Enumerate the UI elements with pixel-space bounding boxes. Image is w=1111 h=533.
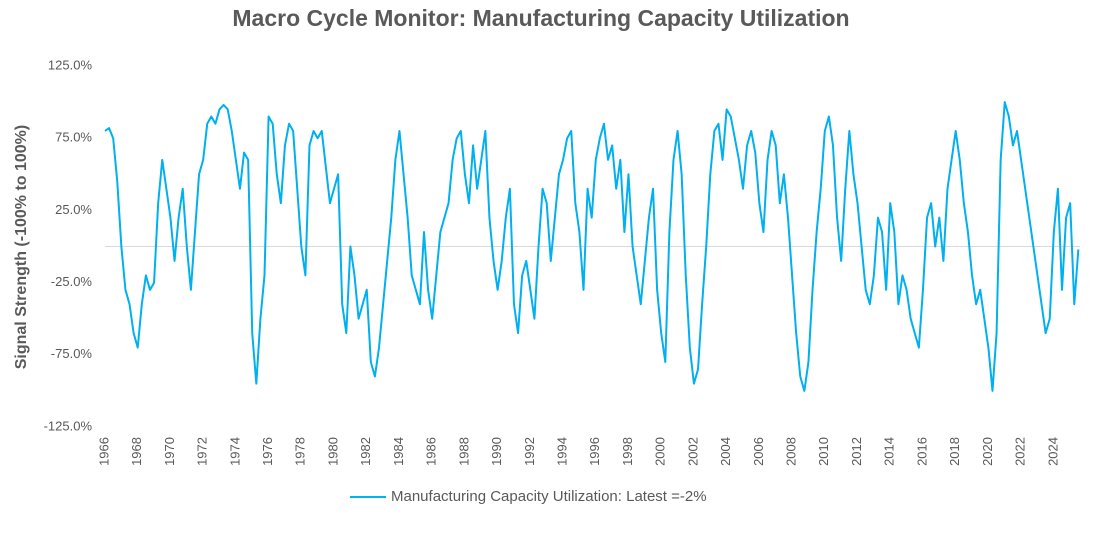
x-tick-label: 1982 (358, 437, 373, 466)
x-tick-label: 2002 (685, 437, 700, 466)
x-tick-label: 2014 (882, 437, 897, 466)
x-tick-label: 1998 (620, 437, 635, 466)
x-tick-label: 2008 (784, 437, 799, 466)
x-tick-label: 1988 (456, 437, 471, 466)
x-tick-label: 2012 (849, 437, 864, 466)
y-tick-label: -25.0% (51, 274, 93, 289)
x-tick-label: 1984 (391, 437, 406, 466)
x-tick-label: 2004 (718, 437, 733, 466)
x-tick-label: 1970 (162, 437, 177, 466)
chart-title: Macro Cycle Monitor: Manufacturing Capac… (232, 5, 849, 31)
x-tick-label: 2000 (653, 437, 668, 466)
x-tick-label: 1992 (522, 437, 537, 466)
x-tick-label: 1974 (227, 437, 242, 466)
x-tick-label: 2024 (1045, 437, 1060, 466)
y-tick-label: 25.0% (55, 202, 92, 217)
x-tick-label: 2010 (816, 437, 831, 466)
x-tick-label: 1976 (260, 437, 275, 466)
x-tick-label: 2020 (980, 437, 995, 466)
x-tick-label: 2018 (947, 437, 962, 466)
y-tick-label: 125.0% (48, 57, 93, 72)
x-tick-label: 1994 (554, 437, 569, 466)
x-tick-label: 1966 (96, 437, 111, 466)
y-axis-title: Signal Strength (-100% to 100%) (13, 125, 30, 370)
x-tick-label: 2022 (1013, 437, 1028, 466)
x-tick-label: 1968 (129, 437, 144, 466)
x-tick-label: 1986 (424, 437, 439, 466)
x-tick-label: 1990 (489, 437, 504, 466)
y-tick-label: 75.0% (55, 130, 92, 145)
y-tick-label: -75.0% (51, 346, 93, 361)
x-tick-label: 1972 (195, 437, 210, 466)
legend-label: Manufacturing Capacity Utilization: Late… (391, 488, 707, 505)
x-tick-label: 1996 (587, 437, 602, 466)
y-tick-label: -125.0% (44, 418, 93, 433)
data-line (104, 101, 1080, 392)
x-tick-label: 2016 (914, 437, 929, 466)
x-tick-label: 1978 (293, 437, 308, 466)
x-tick-label: 1980 (325, 437, 340, 466)
x-tick-label: 2006 (751, 437, 766, 466)
